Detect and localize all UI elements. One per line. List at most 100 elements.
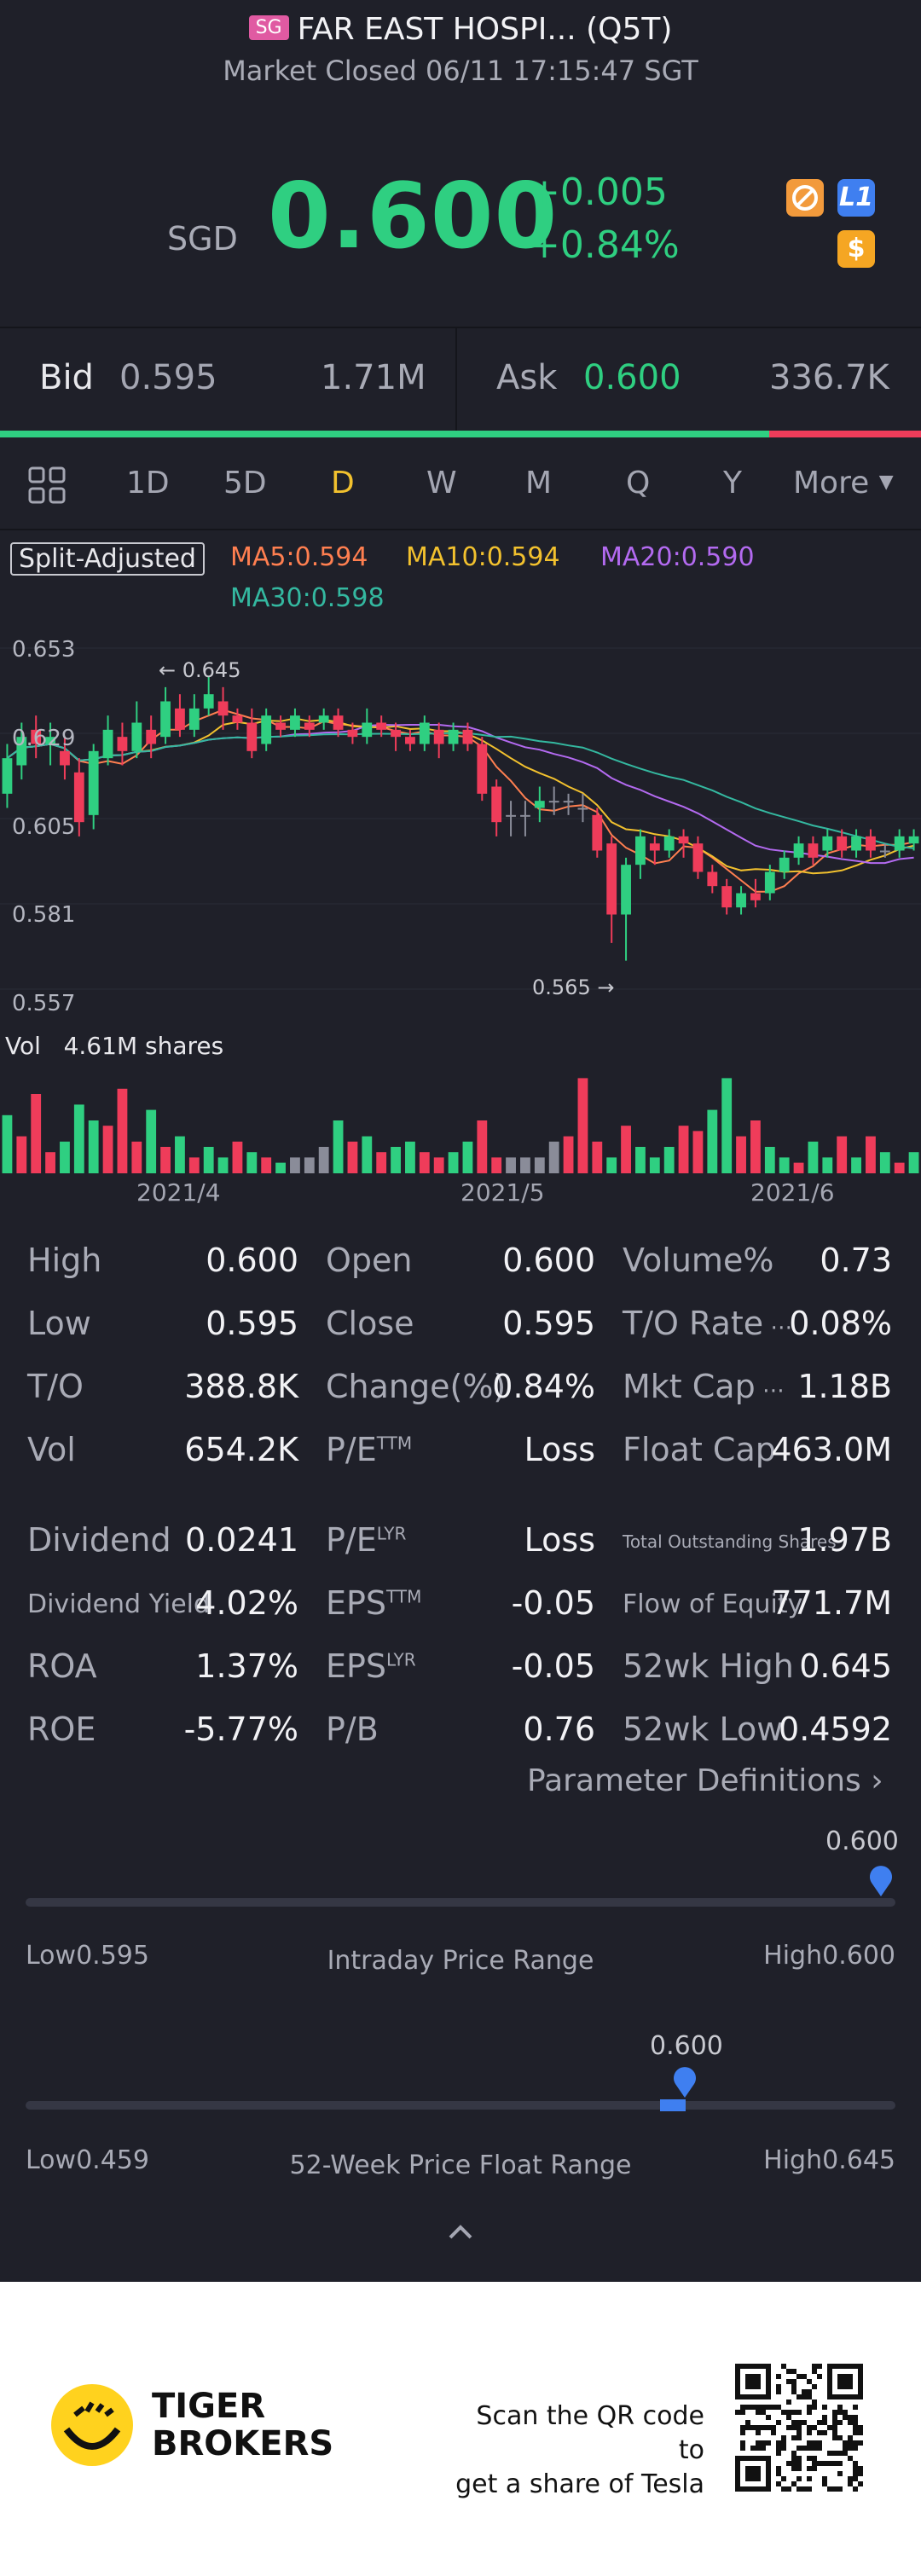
stat-value: 0.600 <box>206 1242 298 1279</box>
info-icon[interactable]: ⋯ <box>763 1315 793 1340</box>
chevron-up-icon[interactable] <box>447 2220 474 2244</box>
candle-body <box>347 729 358 738</box>
candlestick-chart[interactable] <box>0 631 921 1006</box>
qr-module <box>812 2461 817 2466</box>
stat-label: Mkt Cap ⋯ <box>623 1368 785 1405</box>
volume-bar <box>822 1157 833 1173</box>
candle-body <box>188 708 200 730</box>
stat-label: T/O Rate ⋯ <box>623 1305 792 1342</box>
candle-body <box>707 871 718 887</box>
qr-module <box>827 2451 832 2456</box>
qr-module <box>837 2471 843 2476</box>
volume-bar <box>117 1088 128 1173</box>
tab-d[interactable]: D <box>331 466 355 501</box>
stat-label: T/O <box>27 1368 84 1405</box>
qr-module <box>858 2440 863 2446</box>
qr-module <box>796 2466 802 2471</box>
qr-module <box>807 2466 812 2471</box>
qr-module <box>812 2369 817 2374</box>
candle-body <box>2 758 13 794</box>
qr-module <box>812 2440 817 2446</box>
candle-body <box>491 786 502 823</box>
qr-module <box>827 2425 832 2430</box>
candle-body <box>217 701 229 716</box>
tab-more[interactable]: More ▼ <box>793 466 894 501</box>
tab-w[interactable]: W <box>426 466 457 501</box>
qr-module <box>796 2430 802 2435</box>
volume-bar <box>448 1152 459 1173</box>
qr-module <box>740 2410 745 2415</box>
stat-label: Open <box>326 1242 413 1279</box>
qr-module <box>832 2461 837 2466</box>
qr-module <box>843 2446 848 2451</box>
stat-value: -5.77% <box>183 1711 298 1748</box>
candle-body <box>879 850 890 853</box>
level1-badge[interactable]: L1 <box>837 179 875 217</box>
qr-module <box>802 2446 807 2451</box>
qr-module <box>817 2374 822 2379</box>
qr-module <box>796 2456 802 2461</box>
qr-module <box>853 2476 858 2481</box>
stock-title: SG FAR EAST HOSPI... (Q5T) <box>0 12 921 47</box>
stat-label-text: Dividend Yield <box>27 1589 211 1619</box>
candle-body <box>246 722 258 751</box>
qr-module <box>802 2420 807 2425</box>
stat-label-text: Mkt Cap <box>623 1368 756 1405</box>
ask-size: 336.7K <box>769 358 889 397</box>
no-trade-icon[interactable] <box>786 179 824 217</box>
y-tick-label: 0.605 <box>12 814 76 840</box>
chevron-right-icon: › <box>871 1763 883 1798</box>
volume-bar <box>649 1157 660 1173</box>
qr-module <box>822 2405 827 2410</box>
volume-bar <box>102 1126 113 1173</box>
volume-bar <box>520 1157 530 1173</box>
volume-bar <box>808 1141 819 1173</box>
tab-1d[interactable]: 1D <box>126 466 170 501</box>
parameter-definitions-link[interactable]: Parameter Definitions › <box>527 1763 883 1798</box>
grid-icon[interactable] <box>27 466 67 505</box>
qr-module <box>817 2430 822 2435</box>
qr-module <box>756 2410 761 2415</box>
tab-5d[interactable]: 5D <box>223 466 267 501</box>
tab-m[interactable]: M <box>525 466 553 501</box>
candle-body <box>160 701 171 738</box>
stat-value: Loss <box>524 1431 595 1468</box>
qr-module <box>807 2410 812 2415</box>
stat-value: 654.2K <box>184 1431 298 1468</box>
info-icon[interactable]: ⋯ <box>755 1378 785 1404</box>
tab-q[interactable]: Q <box>626 466 651 501</box>
stat-label: 52wk High <box>623 1647 794 1685</box>
price-change-percent: +0.84% <box>529 223 680 267</box>
intraday-high-label: High0.600 <box>763 1941 895 1971</box>
qr-module <box>837 2420 843 2425</box>
candle-body <box>808 843 819 858</box>
volume-bar <box>146 1109 157 1173</box>
tab-y[interactable]: Y <box>723 466 742 501</box>
volume-bar <box>621 1126 631 1173</box>
volume-bar <box>606 1157 617 1173</box>
stat-label-text: Float Cap <box>623 1431 776 1468</box>
candle-body <box>290 715 300 730</box>
candle-body <box>275 722 286 730</box>
ask-price: 0.600 <box>583 358 681 397</box>
qr-module <box>832 2420 837 2425</box>
volume-bar <box>433 1157 444 1173</box>
volume-bar <box>879 1152 890 1173</box>
qr-module <box>791 2456 796 2461</box>
qr-module <box>853 2461 858 2466</box>
dollar-badge[interactable]: $ <box>837 230 875 268</box>
qr-module <box>791 2461 796 2466</box>
volume-bar <box>419 1152 430 1173</box>
volume-bar <box>894 1162 905 1173</box>
split-adjusted-toggle[interactable]: Split-Adjusted <box>10 542 205 576</box>
volume-chart <box>2 1078 919 1173</box>
volume-bar <box>391 1147 401 1173</box>
qr-module <box>740 2430 745 2435</box>
stat-value: 0.645 <box>799 1647 892 1685</box>
qr-module <box>817 2461 822 2466</box>
candle-body <box>822 836 833 851</box>
qr-module <box>843 2451 848 2456</box>
qr-module <box>796 2420 802 2425</box>
qr-module <box>776 2446 781 2451</box>
candle-body <box>73 772 84 823</box>
